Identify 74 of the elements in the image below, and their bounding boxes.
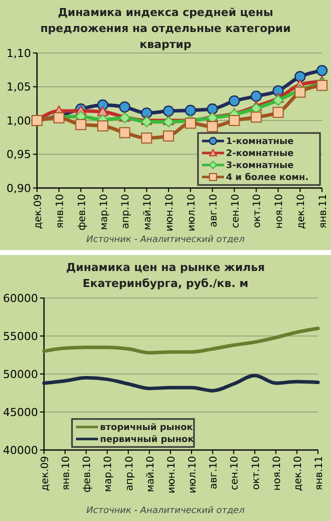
point bbox=[316, 64, 328, 76]
point bbox=[250, 112, 262, 123]
x-tick-label: окт.10 bbox=[252, 194, 264, 228]
point bbox=[97, 106, 108, 116]
point bbox=[141, 107, 152, 119]
point bbox=[141, 132, 152, 144]
x-tick-label: фев.10 bbox=[76, 194, 88, 230]
x-tick-label: апр.10 bbox=[120, 194, 132, 229]
x-tick-label: окт.10 bbox=[250, 456, 262, 490]
point bbox=[272, 106, 284, 118]
point bbox=[119, 101, 130, 113]
x-tick-label: авг.10 bbox=[208, 456, 220, 490]
point bbox=[97, 120, 108, 132]
text: Источник - Аналитический отдел bbox=[86, 235, 245, 245]
x-tick-label: ноя.10 bbox=[272, 456, 283, 491]
y-tick-label: 0,90 bbox=[6, 182, 31, 195]
chart-title: Динамика цен на рынке жилья Екатеринбурга, руб./кв. м bbox=[66, 261, 265, 290]
point bbox=[75, 119, 86, 130]
line-series bbox=[42, 326, 320, 354]
x-tick-label: июл.10 bbox=[186, 194, 198, 232]
point bbox=[141, 116, 152, 128]
y-tick-label: 55000 bbox=[3, 330, 38, 343]
point bbox=[250, 90, 262, 102]
x-tick-label: дек.09 bbox=[33, 194, 44, 230]
y-tick-label: 1,00 bbox=[6, 114, 31, 128]
x-tick-label: янв.10 bbox=[61, 456, 72, 490]
x-tick-label: фев.10 bbox=[82, 456, 94, 492]
line-series bbox=[42, 374, 320, 392]
x-tick-label: сен.10 bbox=[230, 194, 242, 228]
x-tick-label: май.10 bbox=[145, 456, 156, 492]
x-tick-label: сен.10 bbox=[230, 456, 241, 490]
x-tick-label: дек.10 bbox=[296, 194, 308, 230]
legend-label: 2-комнатные bbox=[226, 149, 294, 160]
legend-label: 1-комнатные bbox=[226, 137, 294, 148]
point bbox=[163, 130, 174, 142]
x-tick-label: авг.10 bbox=[208, 194, 220, 228]
y-tick-label: 40000 bbox=[3, 444, 38, 457]
legend-label: 3-комнатные bbox=[226, 161, 294, 172]
point bbox=[228, 95, 240, 107]
x-tick-label: июн.10 bbox=[166, 456, 178, 494]
point bbox=[119, 127, 130, 138]
point bbox=[206, 103, 218, 115]
y-tick-label: 1,05 bbox=[6, 80, 31, 94]
x-tick-label: ноя.10 bbox=[274, 194, 286, 229]
x-tick-label: июл.10 bbox=[188, 456, 199, 494]
x-tick-label: дек.09 bbox=[40, 456, 51, 492]
legend-label: вторичный рынок bbox=[100, 423, 193, 434]
x-tick-label: янв.11 bbox=[318, 194, 329, 228]
text: Источник - Аналитический отдел bbox=[86, 506, 245, 516]
point bbox=[206, 121, 218, 132]
point bbox=[272, 94, 284, 106]
point bbox=[162, 105, 174, 117]
y-tick-label: 0,95 bbox=[6, 148, 31, 162]
x-tick-label: янв.11 bbox=[314, 456, 325, 490]
point bbox=[294, 71, 306, 82]
x-tick-label: янв.10 bbox=[54, 194, 66, 228]
y-tick-label: 50000 bbox=[3, 368, 38, 381]
legend-label: 4 и более комн. bbox=[226, 172, 309, 184]
x-tick-label: мар.10 bbox=[103, 456, 114, 492]
x-tick-label: апр.10 bbox=[124, 456, 136, 491]
point bbox=[184, 104, 196, 116]
point bbox=[184, 118, 196, 129]
point bbox=[228, 115, 240, 126]
point bbox=[294, 86, 306, 98]
x-tick-label: мар.10 bbox=[98, 194, 110, 230]
y-tick-label: 1,10 bbox=[6, 46, 31, 60]
y-tick-label: 45000 bbox=[3, 406, 38, 419]
x-tick-label: дек.10 bbox=[292, 456, 304, 492]
x-tick-label: май.10 bbox=[142, 194, 154, 230]
x-tick-label: июн.10 bbox=[164, 194, 176, 232]
point bbox=[163, 116, 174, 128]
legend-label: первичный рынок bbox=[100, 435, 194, 446]
y-tick-label: 60000 bbox=[3, 292, 38, 305]
chart-title: Динамика индекса средней цены предложения на отдельные категории квартир bbox=[40, 6, 291, 51]
